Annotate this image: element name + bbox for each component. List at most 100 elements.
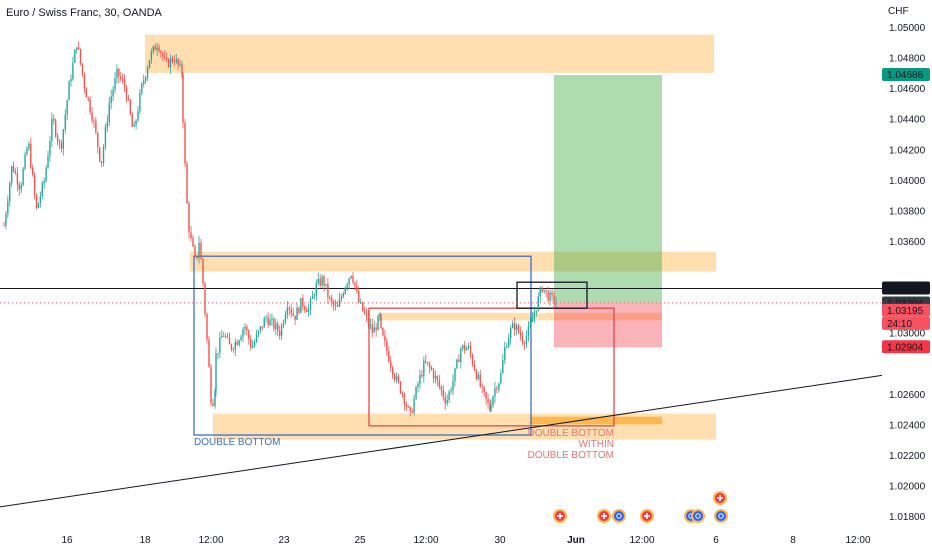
candle	[331, 294, 333, 308]
candle	[10, 165, 13, 187]
candle	[143, 74, 145, 88]
candle	[98, 146, 101, 163]
price-axis[interactable]: 1.05000 1.04800 1.04600 1.04400 1.04200 1.040…	[889, 23, 926, 523]
candle	[236, 339, 238, 346]
candle	[91, 106, 93, 124]
candle	[465, 346, 468, 351]
economic-event-blue-icon[interactable]	[691, 509, 705, 523]
candle	[95, 117, 97, 135]
candle	[521, 331, 524, 346]
candle	[430, 365, 433, 371]
candle	[509, 324, 512, 345]
candle	[131, 112, 133, 127]
long-position-tool[interactable]	[554, 74, 662, 348]
candle	[240, 334, 242, 342]
candle	[125, 84, 128, 103]
svg-text:1.03289: 1.03289	[887, 283, 924, 294]
candle	[541, 286, 543, 293]
economic-event-red-icon[interactable]	[640, 509, 654, 523]
candle	[288, 306, 291, 316]
profit-zone[interactable]	[554, 74, 662, 303]
candles	[3, 41, 557, 417]
candle	[242, 327, 244, 343]
candle	[64, 108, 66, 134]
pattern-rectangles[interactable]	[193, 255, 615, 436]
candle	[444, 391, 446, 410]
pattern-box-1[interactable]	[368, 307, 615, 427]
event-icons[interactable]	[553, 491, 728, 523]
trendline[interactable]	[0, 374, 883, 508]
candle	[545, 289, 547, 298]
candle	[539, 286, 541, 303]
x-tick-label: 30	[494, 535, 506, 546]
price-label: 24:10	[882, 316, 930, 330]
candle	[473, 360, 476, 372]
price-label: 1.04686	[882, 67, 930, 81]
candle	[16, 167, 19, 192]
candle	[487, 393, 489, 410]
candle	[489, 399, 491, 413]
supply-demand-zones	[145, 34, 716, 440]
candle	[360, 298, 362, 305]
candle	[206, 312, 208, 344]
candle	[340, 293, 343, 302]
candle	[72, 56, 74, 81]
y-tick-label: 1.01800	[889, 512, 926, 523]
svg-text:24:10: 24:10	[887, 319, 912, 330]
candle	[467, 342, 470, 350]
candle	[485, 391, 487, 406]
loss-zone[interactable]	[554, 302, 662, 348]
economic-event-red-icon[interactable]	[597, 509, 611, 523]
candle	[269, 314, 271, 326]
candle	[93, 118, 95, 128]
candle	[221, 329, 223, 338]
candle	[173, 55, 176, 67]
candle	[529, 316, 532, 329]
candle	[265, 314, 267, 323]
candle	[3, 221, 5, 227]
economic-event-red-icon[interactable]	[553, 509, 567, 523]
candle	[286, 300, 289, 319]
candle	[334, 299, 337, 311]
economic-event-blue-icon[interactable]	[612, 509, 626, 523]
candle	[419, 369, 421, 389]
candle	[85, 87, 88, 98]
x-tick-label: 12:00	[198, 535, 223, 546]
candle	[68, 79, 70, 101]
candle	[296, 303, 298, 320]
zone-2[interactable]	[378, 312, 662, 321]
pattern-box-0[interactable]	[193, 255, 532, 436]
candle	[60, 139, 63, 153]
economic-event-red-icon[interactable]	[713, 491, 727, 505]
candle	[116, 64, 118, 84]
candle	[112, 86, 114, 102]
candle	[373, 320, 375, 333]
candle	[182, 71, 184, 129]
candle	[226, 332, 229, 339]
candle	[257, 330, 260, 338]
candle	[401, 391, 404, 399]
candle	[543, 290, 545, 295]
price-label: 1.02904	[882, 340, 930, 354]
candle	[54, 118, 57, 139]
zone-0[interactable]	[145, 34, 714, 73]
support-trendline[interactable]	[0, 374, 883, 508]
candle	[380, 313, 382, 330]
candle	[74, 48, 76, 63]
candle	[66, 99, 68, 121]
candle	[22, 166, 24, 187]
pattern-box-2[interactable]	[516, 281, 588, 309]
economic-event-blue-icon[interactable]	[714, 509, 728, 523]
candle	[169, 54, 172, 74]
candle	[219, 331, 221, 359]
candle	[440, 385, 443, 396]
time-axis[interactable]: 16 18 12:00 23 25 12:00 30 Jun 12:00 6 8 12:00	[61, 535, 871, 546]
candle	[32, 164, 34, 177]
candle	[7, 195, 9, 219]
candle	[479, 369, 481, 389]
zone-4[interactable]	[530, 416, 662, 425]
candle	[263, 316, 265, 328]
candle	[531, 311, 534, 322]
